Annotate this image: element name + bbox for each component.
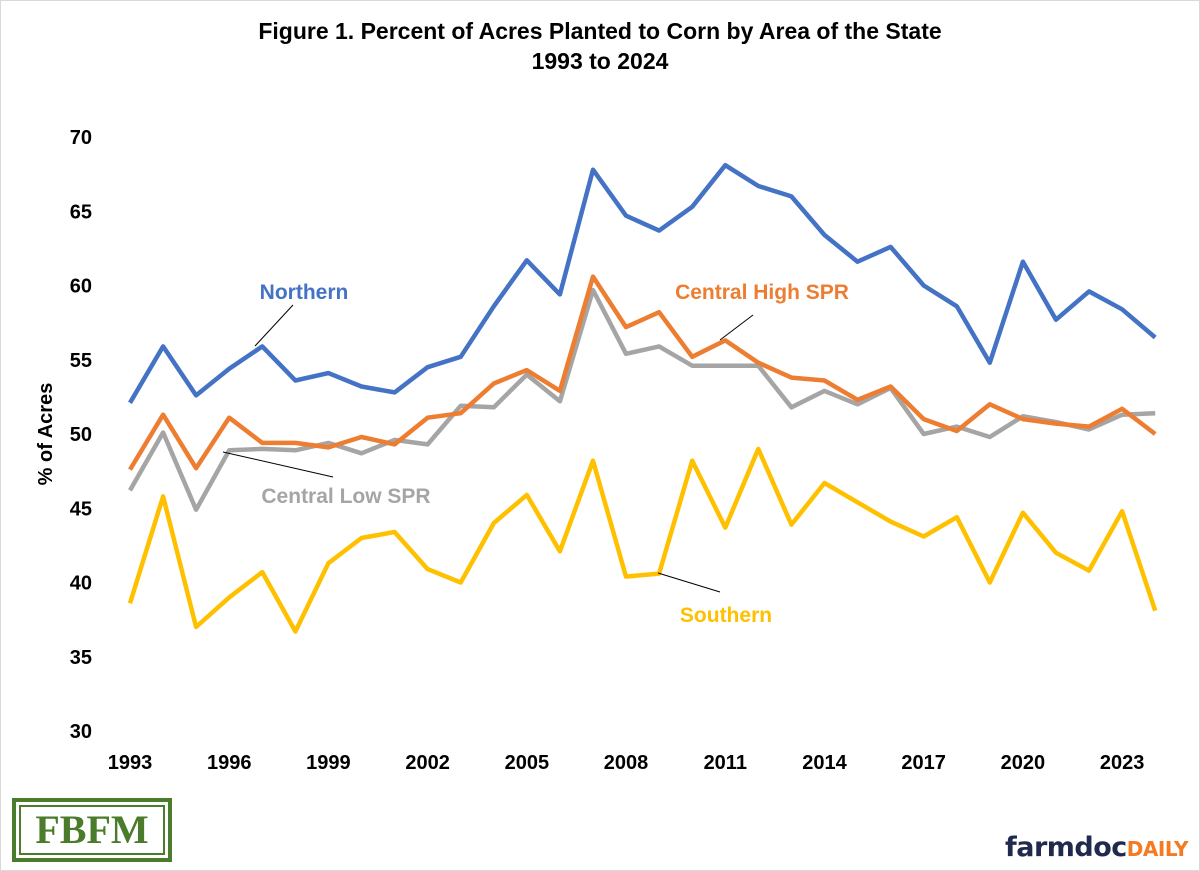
- y-tick-label: 65: [70, 201, 92, 223]
- x-tick-label: 2008: [604, 752, 649, 774]
- x-tick-label: 2002: [405, 752, 450, 774]
- series-label-northern: Northern: [260, 281, 349, 304]
- y-tick-label: 60: [70, 276, 92, 298]
- y-tick-label: 55: [70, 350, 92, 372]
- y-tick-label: 35: [70, 647, 92, 669]
- leader-line-southern: [657, 572, 721, 593]
- y-tick-label: 45: [70, 498, 92, 520]
- x-axis: 1993 1996 1999 2002 2005 2008 2011 2014 2017 2020…: [108, 752, 1145, 774]
- x-tick-label: 2014: [802, 752, 847, 774]
- series-label-southern: Southern: [680, 604, 772, 627]
- x-tick-label: 2017: [901, 752, 946, 774]
- x-tick-label: 1999: [306, 752, 351, 774]
- y-axis: 30 35 40 45 50 55 60 65 70: [70, 127, 92, 743]
- series-line-northern: [128, 162, 1157, 404]
- leader-line-northern: [254, 304, 294, 347]
- annotations: Northern Central High SPR Central Low SP…: [222, 281, 849, 627]
- chart-title: Figure 1. Percent of Acres Planted to Co…: [0, 16, 1200, 76]
- series-label-central-low: Central Low SPR: [261, 485, 430, 508]
- y-tick-label: 50: [70, 424, 92, 446]
- series-line-central-low-spr: [128, 287, 1156, 512]
- y-tick-label: 40: [70, 573, 92, 595]
- subtitle-line: 1993 to 2024: [531, 48, 669, 74]
- series-label-central-high: Central High SPR: [675, 281, 849, 304]
- series-line-southern: [127, 446, 1158, 634]
- y-tick-label: 70: [70, 127, 92, 149]
- fbfm-logo: FBFM: [12, 798, 172, 862]
- x-tick-label: 1993: [108, 752, 153, 774]
- x-tick-label: 2011: [704, 752, 747, 774]
- x-tick-label: 2023: [1100, 752, 1145, 774]
- farmdoc-daily-logo: farmdocDAILY: [1005, 832, 1188, 863]
- x-tick-label: 2020: [1001, 752, 1046, 774]
- y-tick-label: 30: [70, 721, 92, 743]
- title-line: Figure 1. Percent of Acres Planted to Co…: [258, 18, 942, 44]
- x-tick-label: 1996: [207, 752, 252, 774]
- x-tick-label: 2005: [505, 752, 550, 774]
- leader-line-central-high: [719, 314, 754, 341]
- series-line-central-high-spr: [128, 274, 1157, 471]
- logo-main-text: farmdoc: [1005, 832, 1127, 863]
- y-axis-label: % of Acres: [35, 383, 57, 486]
- logo-accent-text: DAILY: [1126, 837, 1189, 861]
- fbfm-logo-text: FBFM: [19, 805, 165, 855]
- series-lines: [127, 162, 1158, 634]
- leader-line-central-low: [222, 451, 334, 478]
